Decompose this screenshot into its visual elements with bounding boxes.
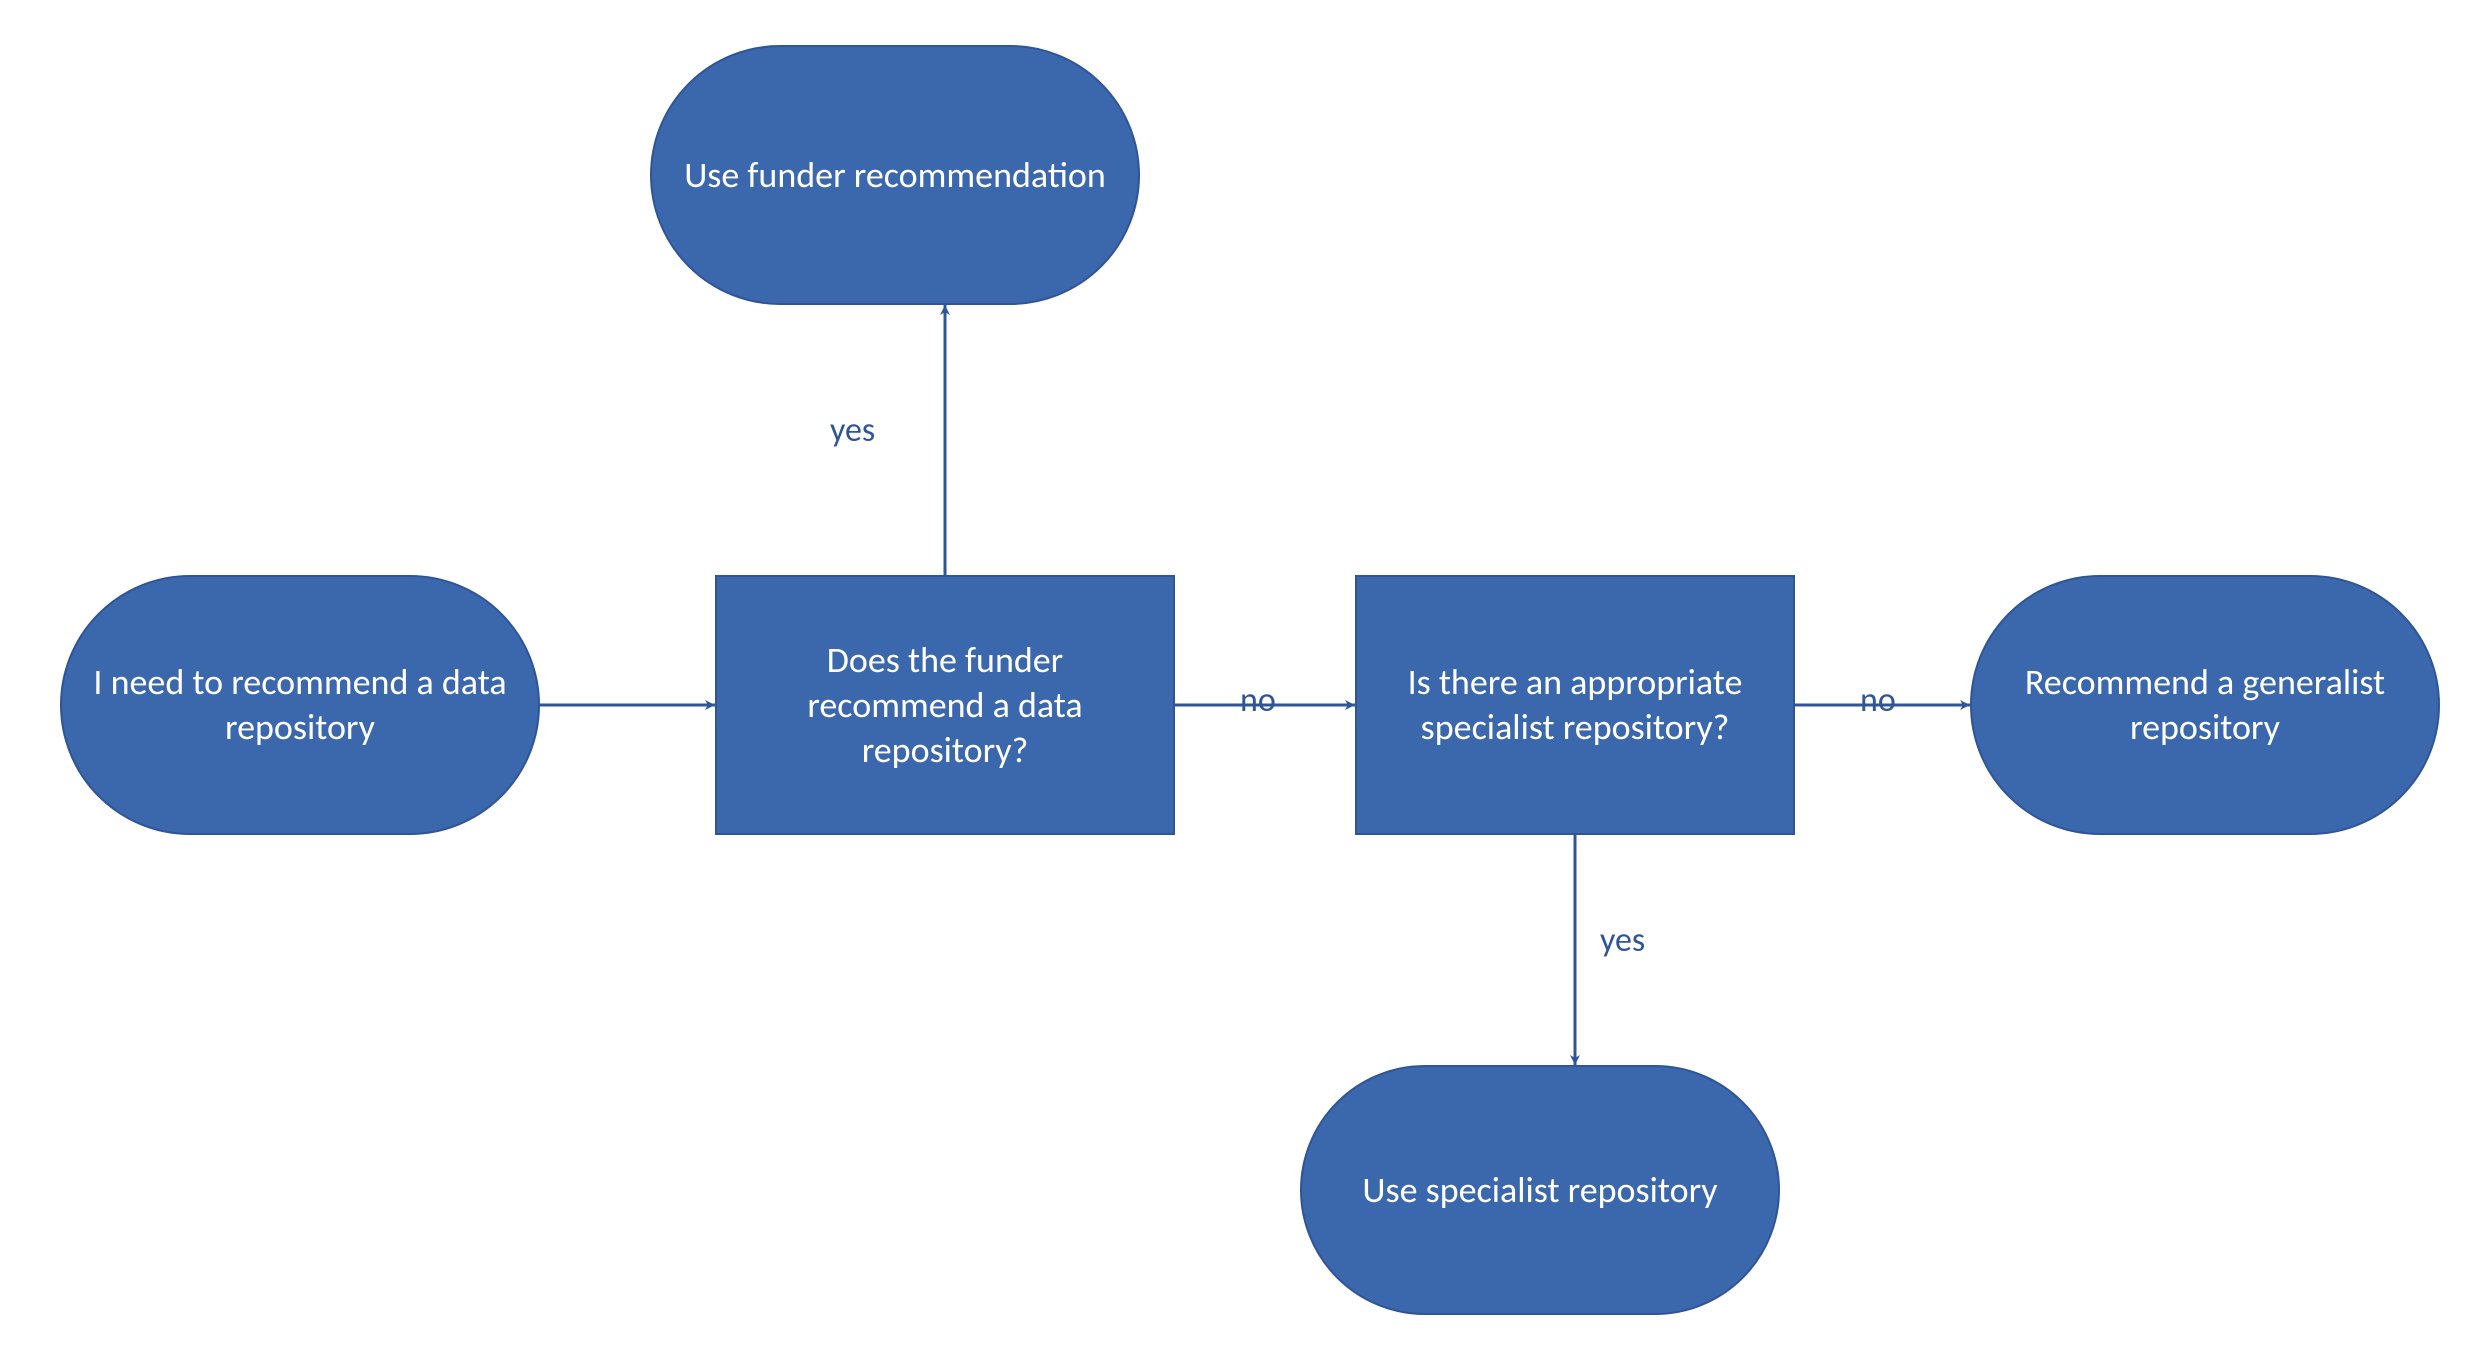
node-specialist-question-label: Is there an appropriate specialist repos… xyxy=(1387,660,1763,750)
flowchart-canvas: I need to recommend a data repository Do… xyxy=(0,0,2490,1346)
node-start-label: I need to recommend a data repository xyxy=(92,660,508,750)
node-generalist-answer-label: Recommend a generalist repository xyxy=(2002,660,2408,750)
edge-label-specialist-yes: yes xyxy=(1600,920,1645,961)
node-generalist-answer: Recommend a generalist repository xyxy=(1970,575,2440,835)
node-funder-answer-label: Use funder recommendation xyxy=(684,153,1106,198)
edge-label-funder-no: no xyxy=(1240,680,1276,721)
node-funder-question: Does the funder recommend a data reposit… xyxy=(715,575,1175,835)
node-start: I need to recommend a data repository xyxy=(60,575,540,835)
node-specialist-answer-label: Use specialist repository xyxy=(1362,1168,1717,1213)
edge-label-specialist-no: no xyxy=(1860,680,1896,721)
edge-label-funder-yes: yes xyxy=(830,410,875,451)
node-specialist-answer: Use specialist repository xyxy=(1300,1065,1780,1315)
node-specialist-question: Is there an appropriate specialist repos… xyxy=(1355,575,1795,835)
node-funder-answer: Use funder recommendation xyxy=(650,45,1140,305)
node-funder-question-label: Does the funder recommend a data reposit… xyxy=(747,638,1143,773)
